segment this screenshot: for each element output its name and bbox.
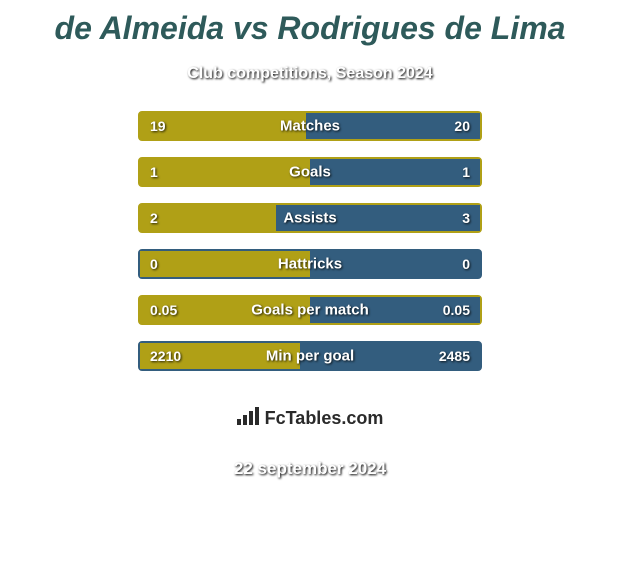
placeholder	[18, 206, 118, 230]
placeholder	[18, 298, 118, 322]
bar-segment-right	[310, 159, 480, 185]
bar-segment-left	[140, 205, 276, 231]
subtitle: Club competitions, Season 2024	[0, 65, 620, 83]
stat-value-right: 0	[462, 256, 470, 272]
stat-value-left: 1	[150, 164, 158, 180]
stat-row: Assists 2 3	[0, 203, 620, 233]
placeholder	[502, 298, 602, 322]
stat-row: Matches 19 20	[0, 111, 620, 141]
player-marker-left	[18, 160, 118, 184]
stat-bar: Goals per match 0.05 0.05	[138, 295, 482, 325]
stat-label: Goals per match	[251, 302, 369, 319]
page-title: de Almeida vs Rodrigues de Lima	[0, 0, 620, 47]
stat-row: Hattricks 0 0	[0, 249, 620, 279]
stat-row: Goals 1 1	[0, 157, 620, 187]
stat-label: Hattricks	[278, 256, 342, 273]
stat-value-right: 3	[462, 210, 470, 226]
stat-value-left: 2	[150, 210, 158, 226]
stat-bar: Min per goal 2210 2485	[138, 341, 482, 371]
stat-row: Goals per match 0.05 0.05	[0, 295, 620, 325]
stat-value-left: 19	[150, 118, 166, 134]
watermark: FcTables.com	[210, 393, 410, 443]
stat-bar: Goals 1 1	[138, 157, 482, 187]
placeholder	[502, 344, 602, 368]
stat-value-right: 1	[462, 164, 470, 180]
stats-container: Matches 19 20 Goals 1 1 Assists 2 3 Hattricks 0 0 Go…	[0, 111, 620, 371]
stat-value-right: 2485	[439, 348, 470, 364]
player-marker-right	[502, 114, 602, 138]
placeholder	[18, 344, 118, 368]
stat-row: Min per goal 2210 2485	[0, 341, 620, 371]
player-marker-left	[18, 114, 118, 138]
stat-value-left: 0.05	[150, 302, 177, 318]
placeholder	[502, 206, 602, 230]
bar-segment-left	[140, 159, 310, 185]
chart-icon	[237, 407, 259, 430]
stat-label: Matches	[280, 118, 340, 135]
stat-label: Assists	[283, 210, 336, 227]
date-label: 22 september 2024	[0, 459, 620, 479]
stat-label: Min per goal	[266, 348, 354, 365]
placeholder	[502, 252, 602, 276]
stat-value-right: 20	[454, 118, 470, 134]
player-marker-right	[502, 160, 602, 184]
stat-bar: Assists 2 3	[138, 203, 482, 233]
watermark-text: FcTables.com	[265, 408, 384, 429]
placeholder	[18, 252, 118, 276]
stat-value-left: 2210	[150, 348, 181, 364]
stat-label: Goals	[289, 164, 331, 181]
stat-value-left: 0	[150, 256, 158, 272]
stat-bar: Hattricks 0 0	[138, 249, 482, 279]
stat-bar: Matches 19 20	[138, 111, 482, 141]
stat-value-right: 0.05	[443, 302, 470, 318]
